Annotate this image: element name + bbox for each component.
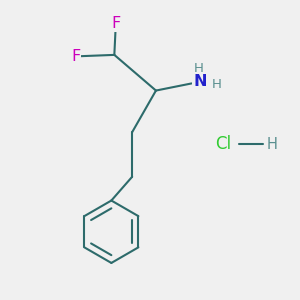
Text: H: H [266,136,277,152]
Text: F: F [71,49,80,64]
Text: F: F [111,16,120,31]
Text: H: H [212,78,222,91]
Text: N: N [194,74,207,89]
Text: H: H [194,62,204,75]
Text: Cl: Cl [215,135,231,153]
